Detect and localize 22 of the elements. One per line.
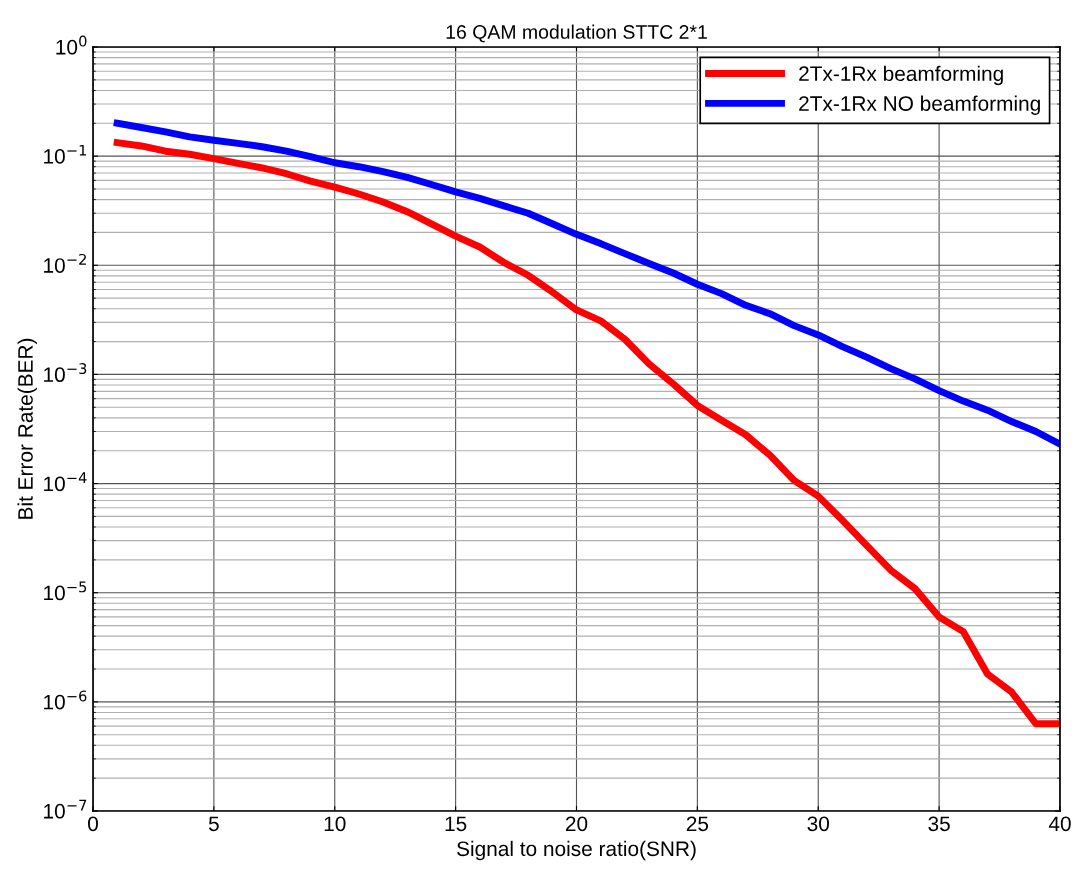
x-axis-title: Signal to noise ratio(SNR) bbox=[457, 840, 696, 861]
y-tick-label: 10$^{−7}$ bbox=[44, 799, 87, 819]
x-tick-label: 0 bbox=[88, 816, 98, 832]
x-tick-label: 10 bbox=[324, 816, 346, 832]
y-tick-label: 10$^{−4}$ bbox=[44, 472, 87, 492]
y-tick-label: 10$^{−5}$ bbox=[44, 581, 87, 601]
x-tick-label: 35 bbox=[928, 816, 950, 832]
x-tick-label: 20 bbox=[565, 816, 588, 832]
x-tick-label: 15 bbox=[445, 816, 467, 832]
chart-title: 16 QAM modulation STTC 2*1 bbox=[446, 24, 707, 43]
y-tick-label: 10$^{−3}$ bbox=[44, 363, 87, 383]
legend-label: 2Tx-1Rx beamforming bbox=[799, 65, 1003, 86]
y-tick-label: 10$^{−1}$ bbox=[44, 144, 87, 164]
y-axis-title: Bit Error Rate(BER) bbox=[17, 338, 37, 519]
x-tick-label: 30 bbox=[807, 816, 830, 832]
x-tick-label: 5 bbox=[208, 816, 219, 832]
x-tick-label: 40 bbox=[1048, 816, 1071, 832]
x-tick-label: 25 bbox=[686, 816, 709, 832]
y-tick-label: 10$^{−2}$ bbox=[44, 253, 86, 273]
legend-label: 2Tx-1Rx NO beamforming bbox=[799, 95, 1040, 116]
y-tick-label: 10$^{0}$ bbox=[56, 35, 87, 55]
y-tick-label: 10$^{−6}$ bbox=[44, 690, 87, 710]
